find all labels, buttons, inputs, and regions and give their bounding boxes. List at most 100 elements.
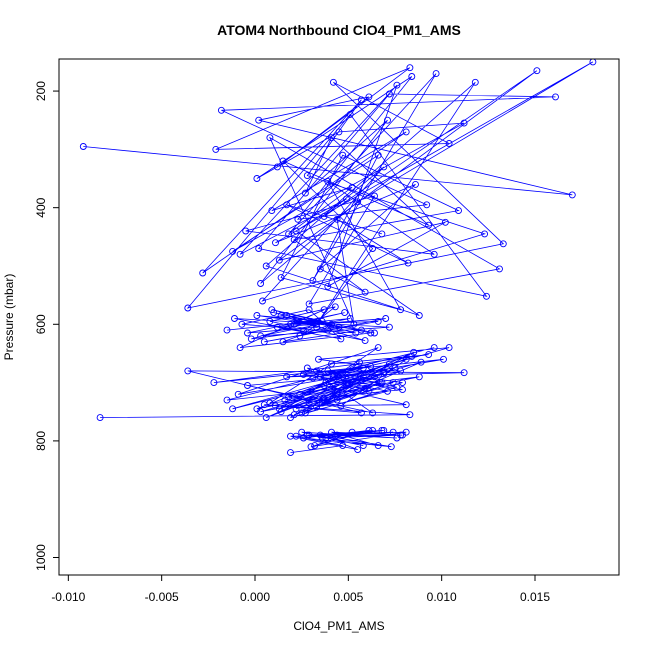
data-point — [184, 367, 192, 375]
plot-frame — [58, 58, 620, 576]
data-point — [445, 344, 453, 352]
data-point — [483, 292, 490, 300]
data-point — [333, 215, 341, 223]
data-point — [460, 369, 468, 377]
data-point — [348, 428, 356, 436]
data-point — [296, 332, 304, 340]
x-tick-label: 0.005 — [333, 590, 363, 604]
data-point — [292, 227, 300, 235]
data-point — [307, 443, 315, 451]
data-point — [369, 409, 377, 417]
data-point — [404, 259, 412, 267]
data-point — [348, 183, 356, 191]
data-point — [287, 320, 294, 328]
data-point — [367, 329, 375, 337]
data-point — [328, 360, 335, 368]
series-line — [226, 306, 390, 348]
data-point — [499, 240, 507, 248]
data-point — [393, 383, 401, 391]
data-point — [313, 323, 321, 331]
data-point — [417, 358, 425, 366]
data-point — [244, 329, 251, 337]
data-point — [359, 364, 367, 372]
data-point — [300, 370, 307, 378]
data-point — [481, 230, 489, 238]
data-point — [296, 390, 304, 398]
data-point — [430, 344, 438, 352]
data-point — [406, 64, 414, 72]
data-point — [374, 317, 382, 325]
data-point — [262, 262, 270, 270]
data-point — [365, 426, 373, 434]
data-point — [238, 320, 246, 328]
y-tick-label: 1000 — [34, 544, 48, 571]
data-point — [440, 355, 447, 363]
data-point — [387, 443, 395, 451]
data-point — [303, 172, 311, 180]
data-point — [346, 315, 354, 322]
data-point — [283, 373, 291, 381]
data-point — [371, 373, 378, 381]
data-point — [328, 428, 335, 436]
data-point — [318, 399, 326, 407]
data-point — [305, 306, 313, 314]
data-point — [309, 277, 317, 285]
data-point — [301, 409, 309, 417]
data-point — [320, 212, 328, 220]
data-point — [374, 151, 382, 159]
data-point — [346, 110, 354, 118]
data-point — [339, 373, 347, 381]
data-point — [354, 446, 362, 454]
data-point — [301, 189, 309, 197]
data-point — [378, 379, 386, 387]
data-point — [357, 409, 365, 417]
data-point — [257, 280, 265, 287]
data-point — [455, 207, 462, 215]
data-point — [324, 282, 332, 290]
data-point — [356, 358, 363, 366]
data-point — [374, 442, 382, 450]
data-point — [380, 370, 388, 378]
data-point — [399, 379, 406, 387]
data-point — [231, 315, 238, 322]
data-point — [393, 81, 401, 89]
y-axis-label: Pressure (mbar) — [2, 274, 16, 361]
data-point — [354, 198, 362, 206]
data-point — [244, 382, 251, 389]
data-point — [266, 134, 274, 142]
x-tick-label: -0.010 — [51, 590, 85, 604]
data-point — [357, 326, 365, 334]
y-tick-label: 400 — [34, 197, 48, 217]
data-point — [255, 245, 263, 252]
data-point — [266, 317, 274, 325]
data-point — [357, 96, 365, 104]
data-point — [441, 218, 449, 226]
data-point — [378, 426, 386, 434]
data-point — [402, 401, 410, 409]
data-point — [415, 373, 423, 381]
series-line — [290, 430, 407, 453]
data-point — [359, 442, 367, 450]
data-point — [285, 230, 293, 238]
data-point — [309, 374, 317, 382]
data-point — [275, 256, 283, 264]
data-point — [402, 355, 410, 363]
data-point — [391, 364, 399, 372]
data-point — [236, 344, 244, 352]
data-point — [290, 320, 298, 328]
data-point — [335, 323, 343, 331]
data-point — [371, 329, 378, 337]
data-point — [322, 434, 330, 442]
data-point — [335, 128, 343, 136]
data-point — [217, 106, 225, 114]
data-point — [287, 449, 294, 457]
data-point — [223, 326, 231, 334]
data-point — [268, 306, 276, 314]
data-point — [552, 93, 559, 101]
data-point — [266, 399, 274, 407]
data-point — [223, 396, 231, 404]
data-point — [210, 379, 218, 387]
data-point — [339, 151, 347, 159]
data-point — [415, 312, 423, 319]
data-point — [380, 426, 388, 434]
